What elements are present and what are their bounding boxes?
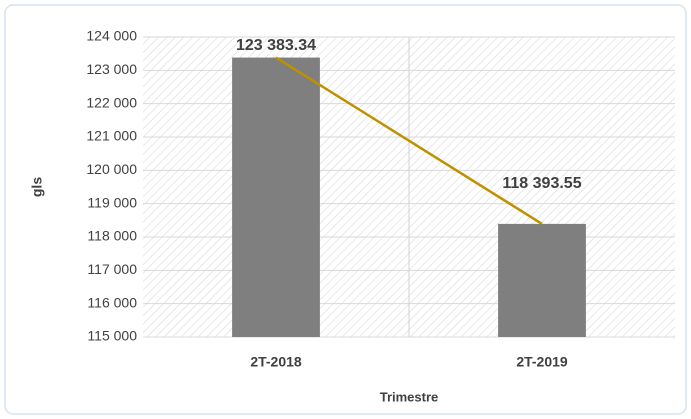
trend-line [275,56,543,225]
y-tick-label: 118 000 [87,228,137,244]
value-label: 123 383.34 [236,37,316,54]
y-tick-label: 120 000 [86,161,137,177]
y-tick-label: 117 000 [87,261,137,277]
y-tick-label: 123 000 [86,61,137,77]
value-label: 118 393.55 [502,175,581,192]
y-tick-label: 115 000 [87,328,137,344]
y-tick-label: 116 000 [87,294,137,310]
y-tick-label: 119 000 [87,194,137,210]
x-axis-label: Trimestre [380,389,439,404]
x-tick-label: 2T-2018 [250,354,302,370]
x-tick-label: 2T-2019 [516,354,568,370]
bar [498,223,586,337]
y-tick-label: 121 000 [86,128,137,144]
bar [232,57,320,338]
y-tick-label: 122 000 [86,94,137,110]
y-tick-label: 124 000 [86,28,137,44]
y-axis-label: gls [29,177,45,197]
